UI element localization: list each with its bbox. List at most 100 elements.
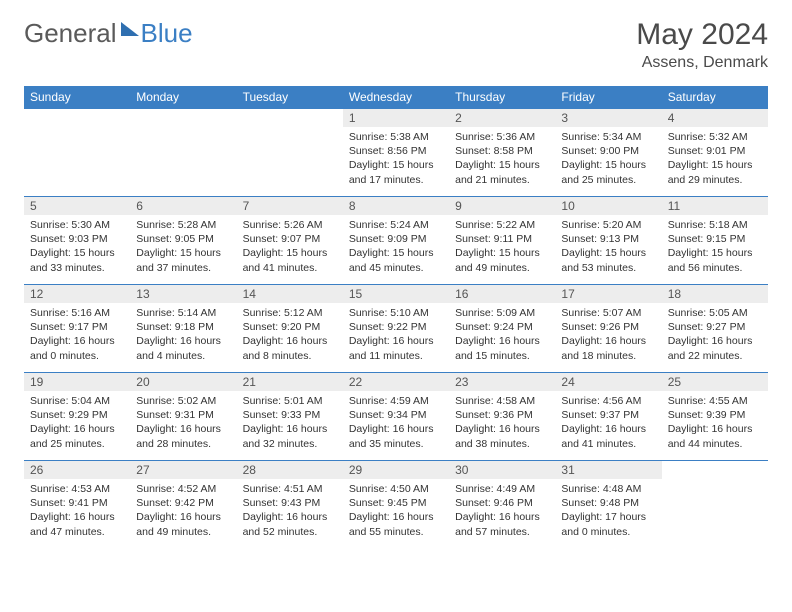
day-detail-line: Sunset: 9:17 PM — [30, 320, 124, 334]
calendar-cell: 30Sunrise: 4:49 AMSunset: 9:46 PMDayligh… — [449, 461, 555, 549]
day-detail-line: Sunrise: 4:53 AM — [30, 482, 124, 496]
calendar-cell: 29Sunrise: 4:50 AMSunset: 9:45 PMDayligh… — [343, 461, 449, 549]
day-detail-line: Daylight: 16 hours — [243, 334, 337, 348]
day-detail-line: and 44 minutes. — [668, 437, 762, 451]
day-detail-line: Sunset: 9:13 PM — [561, 232, 655, 246]
day-detail-line: Daylight: 16 hours — [30, 510, 124, 524]
day-detail-line: Sunrise: 4:59 AM — [349, 394, 443, 408]
day-details: Sunrise: 4:53 AMSunset: 9:41 PMDaylight:… — [24, 479, 130, 542]
day-number: 20 — [130, 373, 236, 391]
day-detail-line: Sunrise: 5:36 AM — [455, 130, 549, 144]
day-number: 1 — [343, 109, 449, 127]
day-detail-line: and 8 minutes. — [243, 349, 337, 363]
day-number: 25 — [662, 373, 768, 391]
day-number: 26 — [24, 461, 130, 479]
day-details: Sunrise: 5:28 AMSunset: 9:05 PMDaylight:… — [130, 215, 236, 278]
day-detail-line: and 22 minutes. — [668, 349, 762, 363]
day-detail-line: Sunrise: 4:56 AM — [561, 394, 655, 408]
logo-text-blue: Blue — [141, 18, 193, 49]
calendar-cell: 27Sunrise: 4:52 AMSunset: 9:42 PMDayligh… — [130, 461, 236, 549]
day-detail-line: Sunrise: 4:49 AM — [455, 482, 549, 496]
day-detail-line: Sunset: 9:03 PM — [30, 232, 124, 246]
day-detail-line: and 0 minutes. — [561, 525, 655, 539]
day-detail-line: Sunset: 9:05 PM — [136, 232, 230, 246]
weekday-header: Tuesday — [237, 86, 343, 109]
day-detail-line: and 47 minutes. — [30, 525, 124, 539]
day-details: Sunrise: 4:59 AMSunset: 9:34 PMDaylight:… — [343, 391, 449, 454]
calendar-cell: 26Sunrise: 4:53 AMSunset: 9:41 PMDayligh… — [24, 461, 130, 549]
calendar-cell: 20Sunrise: 5:02 AMSunset: 9:31 PMDayligh… — [130, 373, 236, 461]
calendar-week-row: 5Sunrise: 5:30 AMSunset: 9:03 PMDaylight… — [24, 197, 768, 285]
day-detail-line: Sunset: 8:58 PM — [455, 144, 549, 158]
day-detail-line: Daylight: 16 hours — [30, 334, 124, 348]
day-details: Sunrise: 4:58 AMSunset: 9:36 PMDaylight:… — [449, 391, 555, 454]
day-detail-line: and 28 minutes. — [136, 437, 230, 451]
day-details: Sunrise: 5:34 AMSunset: 9:00 PMDaylight:… — [555, 127, 661, 190]
day-details: Sunrise: 5:18 AMSunset: 9:15 PMDaylight:… — [662, 215, 768, 278]
day-detail-line: Daylight: 16 hours — [243, 422, 337, 436]
day-detail-line: Daylight: 15 hours — [455, 158, 549, 172]
day-details: Sunrise: 4:55 AMSunset: 9:39 PMDaylight:… — [662, 391, 768, 454]
day-details: Sunrise: 5:36 AMSunset: 8:58 PMDaylight:… — [449, 127, 555, 190]
day-number: 7 — [237, 197, 343, 215]
calendar-cell: 16Sunrise: 5:09 AMSunset: 9:24 PMDayligh… — [449, 285, 555, 373]
day-detail-line: Daylight: 15 hours — [30, 246, 124, 260]
day-detail-line: Daylight: 16 hours — [243, 510, 337, 524]
day-detail-line: Sunrise: 5:24 AM — [349, 218, 443, 232]
day-detail-line: and 33 minutes. — [30, 261, 124, 275]
day-detail-line: Sunset: 9:39 PM — [668, 408, 762, 422]
day-details: Sunrise: 5:24 AMSunset: 9:09 PMDaylight:… — [343, 215, 449, 278]
day-detail-line: and 21 minutes. — [455, 173, 549, 187]
day-number: 31 — [555, 461, 661, 479]
day-detail-line: Daylight: 15 hours — [349, 246, 443, 260]
day-detail-line: and 38 minutes. — [455, 437, 549, 451]
day-detail-line: Daylight: 16 hours — [455, 510, 549, 524]
calendar-cell: 12 Sunrise: 5:16 AMSunset: 9:17 PMDayligh… — [24, 285, 130, 373]
day-detail-line: and 18 minutes. — [561, 349, 655, 363]
calendar-week-row: 12Sunrise: 5:16 AMSunset: 9:17 PMDayligh… — [24, 285, 768, 373]
day-detail-line: Sunset: 9:26 PM — [561, 320, 655, 334]
calendar-cell — [662, 461, 768, 549]
day-detail-line: and 57 minutes. — [455, 525, 549, 539]
day-detail-line: Sunset: 9:07 PM — [243, 232, 337, 246]
day-number: 18 — [662, 285, 768, 303]
weekday-header: Friday — [555, 86, 661, 109]
day-detail-line: Sunset: 9:42 PM — [136, 496, 230, 510]
weekday-header: Monday — [130, 86, 236, 109]
day-details: Sunrise: 4:52 AMSunset: 9:42 PMDaylight:… — [130, 479, 236, 542]
day-number: 22 — [343, 373, 449, 391]
day-detail-line: Sunset: 9:33 PM — [243, 408, 337, 422]
day-details: Sunrise: 5:12 AMSunset: 9:20 PMDaylight:… — [237, 303, 343, 366]
day-number: 11 — [662, 197, 768, 215]
day-detail-line: and 25 minutes. — [30, 437, 124, 451]
day-detail-line: and 45 minutes. — [349, 261, 443, 275]
day-detail-line: Sunrise: 4:51 AM — [243, 482, 337, 496]
day-detail-line: Sunrise: 5:16 AM — [30, 306, 124, 320]
day-detail-line: Sunrise: 5:12 AM — [243, 306, 337, 320]
day-number: 2 — [449, 109, 555, 127]
calendar-cell: 4Sunrise: 5:32 AMSunset: 9:01 PMDaylight… — [662, 109, 768, 197]
calendar-week-row: 19Sunrise: 5:04 AMSunset: 9:29 PMDayligh… — [24, 373, 768, 461]
day-detail-line: and 0 minutes. — [30, 349, 124, 363]
day-number: 12 — [24, 285, 130, 303]
day-details: Sunrise: 5:32 AMSunset: 9:01 PMDaylight:… — [662, 127, 768, 190]
day-detail-line: Sunset: 9:48 PM — [561, 496, 655, 510]
day-details: Sunrise: 5:26 AMSunset: 9:07 PMDaylight:… — [237, 215, 343, 278]
day-detail-line: Sunrise: 5:09 AM — [455, 306, 549, 320]
day-detail-line: and 15 minutes. — [455, 349, 549, 363]
weekday-header: Saturday — [662, 86, 768, 109]
day-detail-line: and 56 minutes. — [668, 261, 762, 275]
day-details: Sunrise: 4:51 AMSunset: 9:43 PMDaylight:… — [237, 479, 343, 542]
calendar-cell: 31Sunrise: 4:48 AMSunset: 9:48 PMDayligh… — [555, 461, 661, 549]
day-detail-line: Sunset: 9:18 PM — [136, 320, 230, 334]
day-detail-line: and 49 minutes. — [455, 261, 549, 275]
day-detail-line: Sunset: 9:37 PM — [561, 408, 655, 422]
day-detail-line: Sunrise: 5:34 AM — [561, 130, 655, 144]
day-detail-line: and 35 minutes. — [349, 437, 443, 451]
day-detail-line: and 53 minutes. — [561, 261, 655, 275]
day-detail-line: Sunset: 9:22 PM — [349, 320, 443, 334]
day-detail-line: and 17 minutes. — [349, 173, 443, 187]
day-detail-line: and 25 minutes. — [561, 173, 655, 187]
day-details: Sunrise: 5:02 AMSunset: 9:31 PMDaylight:… — [130, 391, 236, 454]
calendar-week-row: 1Sunrise: 5:38 AMSunset: 8:56 PMDaylight… — [24, 109, 768, 197]
